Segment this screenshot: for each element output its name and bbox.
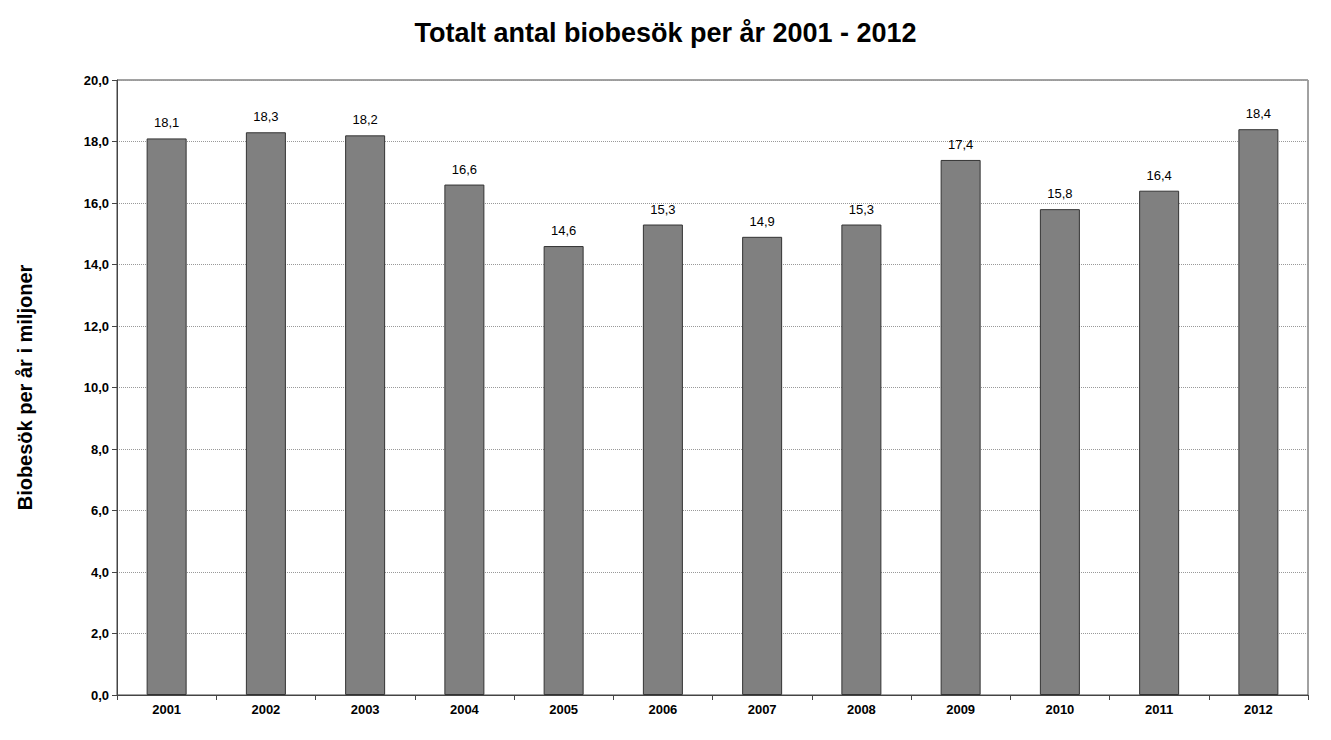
svg-text:14,6: 14,6 [551,223,576,238]
svg-text:2004: 2004 [450,702,480,717]
svg-text:18,1: 18,1 [154,115,179,130]
svg-text:2007: 2007 [748,702,777,717]
svg-text:15,8: 15,8 [1047,186,1072,201]
svg-text:15,3: 15,3 [650,202,675,217]
svg-text:8,0: 8,0 [91,442,109,457]
svg-text:10,0: 10,0 [84,380,109,395]
svg-text:2012: 2012 [1244,702,1273,717]
svg-text:20,0: 20,0 [84,73,109,88]
svg-text:2001: 2001 [152,702,181,717]
svg-text:4,0: 4,0 [91,565,109,580]
svg-text:2002: 2002 [251,702,280,717]
svg-text:2008: 2008 [847,702,876,717]
svg-text:Biobesök per år i miljoner: Biobesök per år i miljoner [14,264,36,510]
svg-text:14,9: 14,9 [749,214,774,229]
svg-text:2011: 2011 [1145,702,1173,717]
svg-text:0,0: 0,0 [91,688,109,703]
svg-text:2005: 2005 [549,702,578,717]
svg-text:18,0: 18,0 [84,134,109,149]
svg-text:12,0: 12,0 [84,319,109,334]
svg-text:6,0: 6,0 [91,503,109,518]
svg-text:2010: 2010 [1045,702,1074,717]
svg-text:18,2: 18,2 [352,112,377,127]
svg-text:16,0: 16,0 [84,196,109,211]
svg-text:16,4: 16,4 [1146,168,1171,183]
svg-text:Totalt antal biobesök per år 2: Totalt antal biobesök per år 2001 - 2012 [414,18,916,48]
svg-text:2009: 2009 [946,702,975,717]
svg-text:2003: 2003 [351,702,380,717]
svg-text:16,6: 16,6 [452,162,477,177]
svg-text:18,4: 18,4 [1246,106,1271,121]
svg-text:2,0: 2,0 [91,626,109,641]
svg-text:14,0: 14,0 [84,257,109,272]
svg-text:18,3: 18,3 [253,109,278,124]
svg-text:15,3: 15,3 [849,202,874,217]
svg-text:2006: 2006 [648,702,677,717]
svg-text:17,4: 17,4 [948,137,973,152]
